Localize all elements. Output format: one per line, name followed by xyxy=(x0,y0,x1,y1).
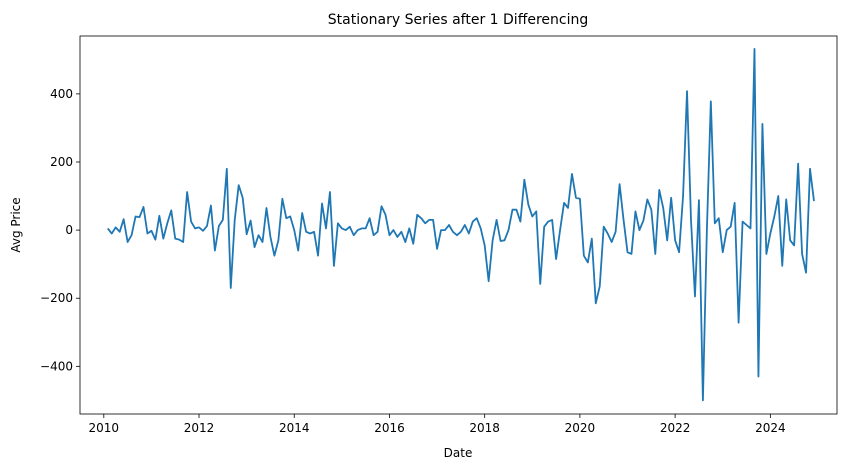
x-tick-label: 2020 xyxy=(565,421,596,435)
plot-frame xyxy=(79,35,838,415)
x-tick-label: 2024 xyxy=(755,421,786,435)
series-line xyxy=(107,48,815,402)
y-axis-label: Avg Price xyxy=(9,197,23,252)
y-tick-label: −200 xyxy=(40,291,73,305)
x-tick-label: 2022 xyxy=(660,421,691,435)
x-tick-label: 2018 xyxy=(469,421,500,435)
x-tick-label: 2010 xyxy=(89,421,120,435)
y-tick-label: 200 xyxy=(50,155,73,169)
y-tick-label: 400 xyxy=(50,87,73,101)
x-tick-label: 2012 xyxy=(184,421,215,435)
x-axis-ticks: 2010 2012 2014 2016 2018 2020 2022 2024 xyxy=(89,414,786,435)
x-tick-label: 2016 xyxy=(374,421,405,435)
x-axis-label: Date xyxy=(444,446,473,460)
y-tick-label: −400 xyxy=(40,359,73,373)
x-tick-label: 2014 xyxy=(279,421,310,435)
chart-title: Stationary Series after 1 Differencing xyxy=(328,12,588,28)
y-tick-label: 0 xyxy=(65,223,73,237)
y-axis-ticks: −400 −200 0 200 400 xyxy=(40,87,80,373)
